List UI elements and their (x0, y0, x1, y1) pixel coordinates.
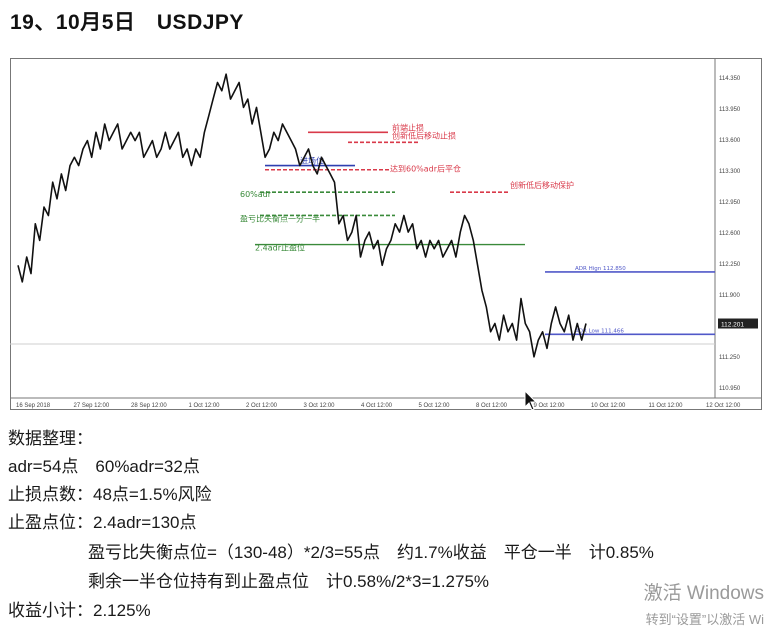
x-tick-label: 9 Oct 12:00 (534, 403, 566, 409)
level-label: 前端止损 (392, 122, 424, 132)
price-chart: 16 Sep 2018 27 Sep 12:00 28 Sep 12:00 1 Oct… (10, 58, 762, 410)
x-tick-label: 2 Oct 12:00 (246, 403, 278, 409)
note-total: 收益小计：2.125% (8, 601, 151, 620)
notes-heading: 数据整理： (8, 429, 93, 448)
price-tag: 112.201 (718, 318, 758, 329)
watermark-line2: 转到“设置”以激活 Wi (645, 612, 764, 627)
level-label: 盈亏比失衡点一分一半 (240, 213, 320, 223)
y-tick-label: 112.250 (719, 262, 741, 268)
x-axis-ticks: 16 Sep 2018 27 Sep 12:00 28 Sep 12:00 1 Oct… (16, 403, 741, 409)
note-stop-loss: 止损点数：48点=1.5%风险 (8, 485, 212, 504)
watermark-line1: 激活 Windows (643, 583, 764, 604)
y-tick-label: 114.350 (719, 76, 741, 82)
y-tick-label: 112.950 (719, 200, 741, 206)
y-tick-label: 113.300 (719, 169, 741, 175)
level-label: 创新低后移动止损 (392, 130, 456, 140)
x-tick-label: 3 Oct 12:00 (304, 403, 336, 409)
level-label: 2.4adr止盈位 (255, 243, 305, 253)
price-series (17, 73, 587, 358)
level-label: 达到60%adr后平仓 (390, 164, 461, 174)
mouse-cursor-icon (524, 390, 538, 411)
x-tick-label: 12 Oct 12:00 (706, 403, 741, 409)
level-label: 创新低后移动保护 (510, 180, 574, 190)
y-tick-label: 110.950 (719, 386, 741, 392)
price-tag-box (718, 318, 758, 329)
x-tick-label: 27 Sep 12:00 (74, 403, 110, 409)
x-tick-label: 1 Oct 12:00 (189, 403, 221, 409)
y-tick-label: 112.600 (719, 231, 741, 237)
note-adr: adr=54点 60%adr=32点 (8, 457, 200, 476)
y-tick-label: 113.950 (719, 107, 741, 113)
price-tag-label: 112.201 (721, 322, 744, 329)
level-label: 60%adr (240, 190, 272, 199)
x-tick-label: 4 Oct 12:00 (361, 403, 393, 409)
level-label: ADR Low 111.466 (575, 328, 624, 334)
x-tick-label: 10 Oct 12:00 (591, 403, 626, 409)
x-tick-label: 8 Oct 12:00 (476, 403, 508, 409)
chart-border (10, 58, 762, 410)
y-tick-label: 111.900 (719, 293, 740, 299)
x-tick-label: 11 Oct 12:00 (649, 403, 684, 409)
note-take-profit: 止盈点位：2.4adr=130点 (8, 513, 197, 532)
note-remaining: 剩余一半仓位持有到止盈点位 计0.58%/2*3=1.275% (88, 572, 490, 591)
x-tick-label: 28 Sep 12:00 (131, 403, 167, 409)
note-breakeven: 盈亏比失衡点位=（130-48）*2/3=55点 约1.7%收益 平仓一半 计0… (88, 543, 654, 562)
x-tick-label: 16 Sep 2018 (16, 403, 51, 409)
windows-activation-watermark: 激活 Windows 转到“设置”以激活 Wi (644, 578, 764, 628)
level-label: ADR Hign 112.850 (575, 266, 626, 272)
x-tick-label: 5 Oct 12:00 (419, 403, 451, 409)
y-tick-label: 111.250 (719, 355, 740, 361)
page-title: 19、10月5日 USDJPY (10, 11, 244, 34)
y-tick-label: 113.600 (719, 138, 741, 144)
price-line (17, 73, 587, 358)
